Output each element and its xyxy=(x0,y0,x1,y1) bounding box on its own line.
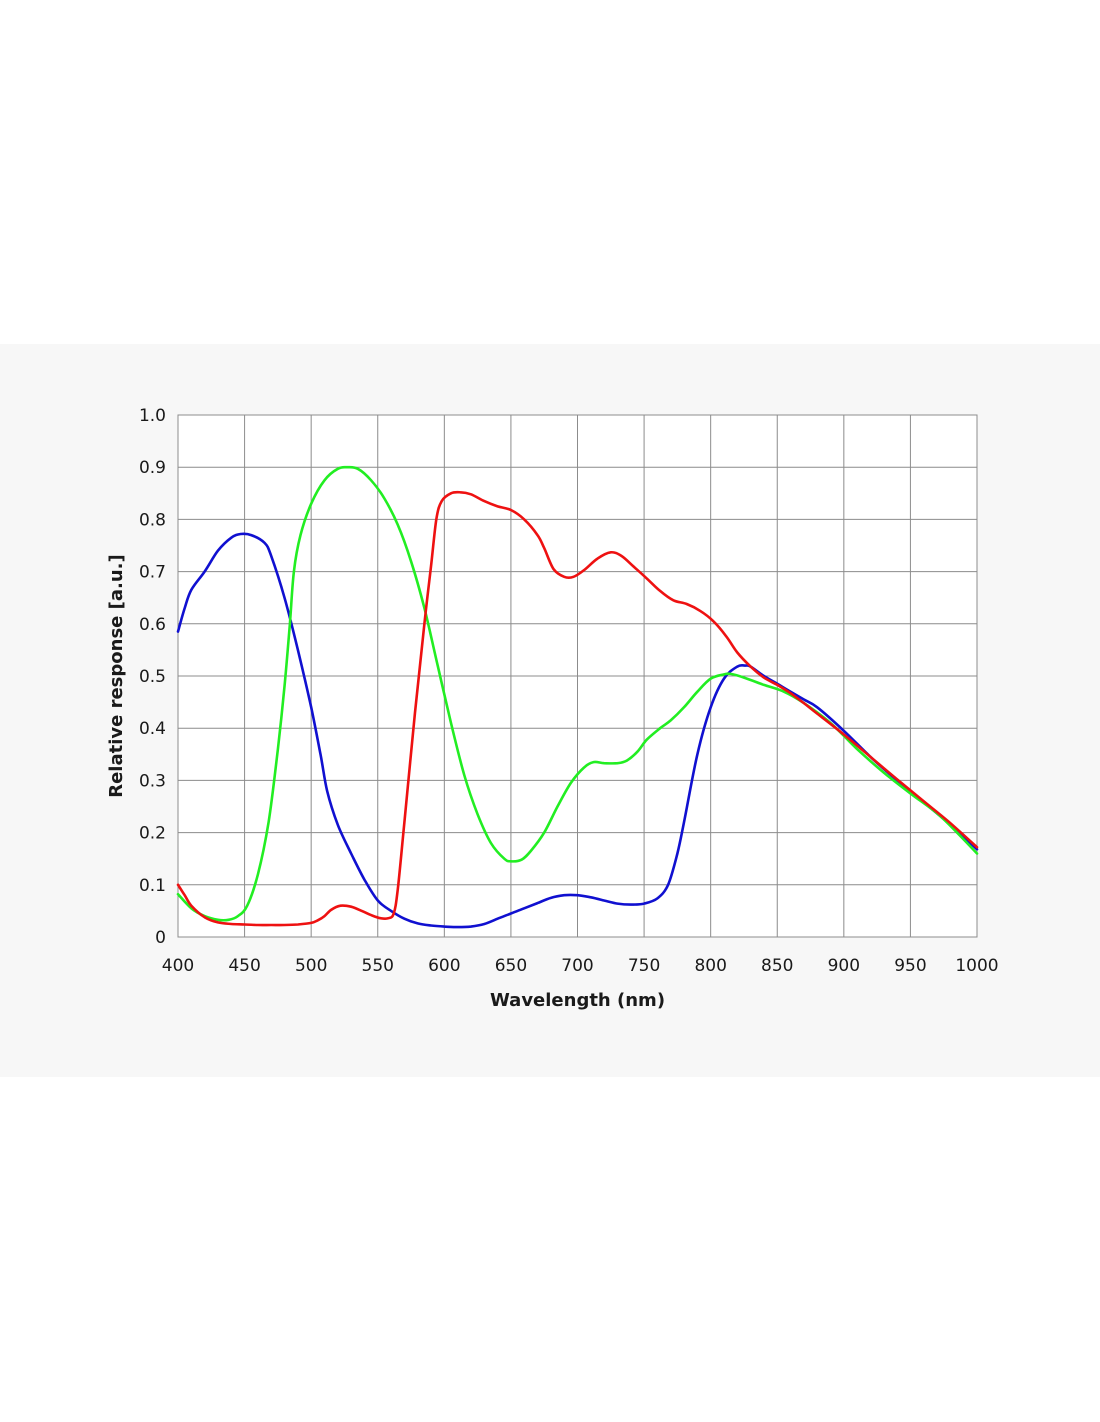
chart-panel: 400 450 500 550 600 650 700 750 800 850 900 950 1000… xyxy=(0,344,1100,1077)
y-tick-label: 0.7 xyxy=(139,563,166,583)
x-axis-title: Wavelength (nm) xyxy=(490,990,665,1011)
y-tick-label: 0.9 xyxy=(139,458,166,478)
y-axis-ticks: 0 0.1 0.2 0.3 0.4 0.5 0.6 0.7 0.8 0.9 1.0 xyxy=(139,406,166,948)
x-tick-label: 550 xyxy=(362,956,394,976)
x-tick-label: 500 xyxy=(295,956,327,976)
x-tick-label: 450 xyxy=(228,956,260,976)
y-tick-label: 0.8 xyxy=(139,510,166,530)
x-tick-label: 850 xyxy=(761,956,793,976)
series-line-1 xyxy=(176,532,979,929)
x-tick-label: 600 xyxy=(428,956,460,976)
y-tick-label: 1.0 xyxy=(139,406,166,426)
grid xyxy=(177,414,978,938)
x-tick-label: 1000 xyxy=(955,956,998,976)
y-tick-label: 0.5 xyxy=(139,667,166,687)
y-tick-label: 0.4 xyxy=(139,719,166,739)
spectral-response-chart: 400 450 500 550 600 650 700 750 800 850 900 950 1000… xyxy=(106,406,999,1011)
x-tick-label: 650 xyxy=(495,956,527,976)
x-tick-label: 700 xyxy=(561,956,593,976)
x-tick-label: 900 xyxy=(828,956,860,976)
x-tick-label: 400 xyxy=(162,956,194,976)
series-layer xyxy=(176,465,979,929)
x-tick-label: 750 xyxy=(628,956,660,976)
y-tick-label: 0.6 xyxy=(139,615,166,635)
y-tick-label: 0.1 xyxy=(139,876,166,896)
x-axis-ticks: 400 450 500 550 600 650 700 750 800 850 900 950 1000 xyxy=(162,956,999,976)
x-tick-label: 950 xyxy=(894,956,926,976)
series-line-3 xyxy=(176,490,979,927)
y-tick-label: 0.2 xyxy=(139,824,166,844)
y-axis-title: Relative response [a.u.] xyxy=(106,554,127,798)
y-tick-label: 0 xyxy=(155,928,166,948)
x-tick-label: 800 xyxy=(694,956,726,976)
series-line-2 xyxy=(176,465,979,922)
y-tick-label: 0.3 xyxy=(139,771,166,791)
